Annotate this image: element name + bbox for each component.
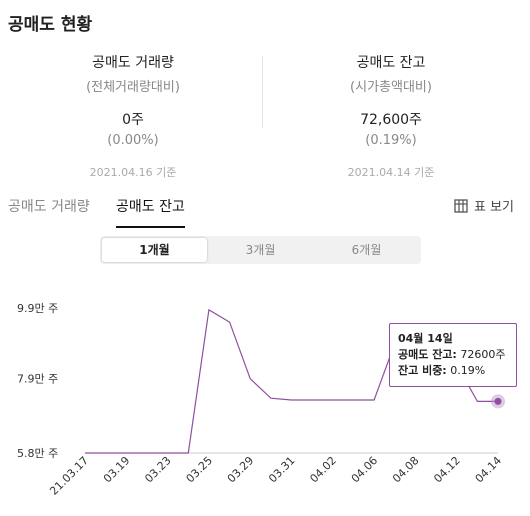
table-view-label: 표 보기 <box>473 200 514 215</box>
short-volume-summary: 공매도 거래량 (전체거래량대비) 0주 (0.00%) 2021.04.16 … <box>8 52 258 180</box>
x-tick-label: 04.02 <box>307 454 338 485</box>
period-selector: 1개월 3개월 6개월 <box>100 236 421 264</box>
stat-value: 72,600주 <box>360 112 422 128</box>
tooltip-balance-label: 공매도 잔고: <box>398 348 457 361</box>
x-tick-label: 03.19 <box>101 454 132 485</box>
tab-short-volume[interactable]: 공매도 거래량 <box>8 199 90 215</box>
highlight-point <box>494 397 502 405</box>
stat-sub: (시가총액대비) <box>350 80 432 95</box>
y-tick-label: 7.9만 주 <box>17 373 58 386</box>
page-title: 공매도 현황 <box>8 15 93 35</box>
x-tick-label: 21.03.17 <box>47 454 91 498</box>
period-3-months[interactable]: 3개월 <box>245 243 276 257</box>
stat-label: 공매도 잔고 <box>356 55 426 71</box>
tooltip-ratio-label: 잔고 비중: <box>398 364 447 377</box>
table-view-button[interactable]: 표 보기 <box>454 196 514 215</box>
chart-tooltip: 04월 14일 공매도 잔고: 72600주 잔고 비중: 0.19% <box>389 323 517 387</box>
x-tick-label: 04.08 <box>390 454 421 485</box>
x-tick-label: 03.23 <box>142 454 173 485</box>
short-balance-summary: 공매도 잔고 (시가총액대비) 72,600주 (0.19%) 2021.04.… <box>266 52 516 180</box>
stat-sub: (전체거래량대비) <box>86 80 180 95</box>
y-tick-label: 5.8만 주 <box>17 447 58 460</box>
stat-label: 공매도 거래량 <box>92 55 174 71</box>
tooltip-date: 04월 14일 <box>398 332 453 345</box>
tab-short-balance[interactable]: 공매도 잔고 <box>116 196 185 228</box>
tooltip-ratio-value: 0.19% <box>450 364 486 377</box>
stat-value: 0주 <box>122 112 144 128</box>
x-tick-label: 03.29 <box>225 454 256 485</box>
period-1-month[interactable]: 1개월 <box>102 238 207 262</box>
x-tick-label: 04.06 <box>349 454 380 485</box>
stat-pct: (0.19%) <box>365 133 417 148</box>
period-6-months[interactable]: 6개월 <box>351 243 382 257</box>
x-tick-label: 03.31 <box>266 454 297 485</box>
x-tick-label: 03.25 <box>184 454 215 485</box>
table-icon <box>454 198 468 213</box>
divider <box>262 56 263 128</box>
y-tick-label: 9.9만 주 <box>17 302 58 315</box>
stat-pct: (0.00%) <box>107 133 159 148</box>
tooltip-balance-value: 72600주 <box>460 348 506 361</box>
x-tick-label: 04.14 <box>473 454 504 485</box>
short-balance-chart: 9.9만 주 7.9만 주 5.8만 주21.03.17 03.19 03.23 03.2… <box>17 302 505 498</box>
stat-date: 2021.04.14 기준 <box>347 166 435 179</box>
stat-date: 2021.04.16 기준 <box>89 166 177 179</box>
x-tick-label: 04.12 <box>431 454 462 485</box>
